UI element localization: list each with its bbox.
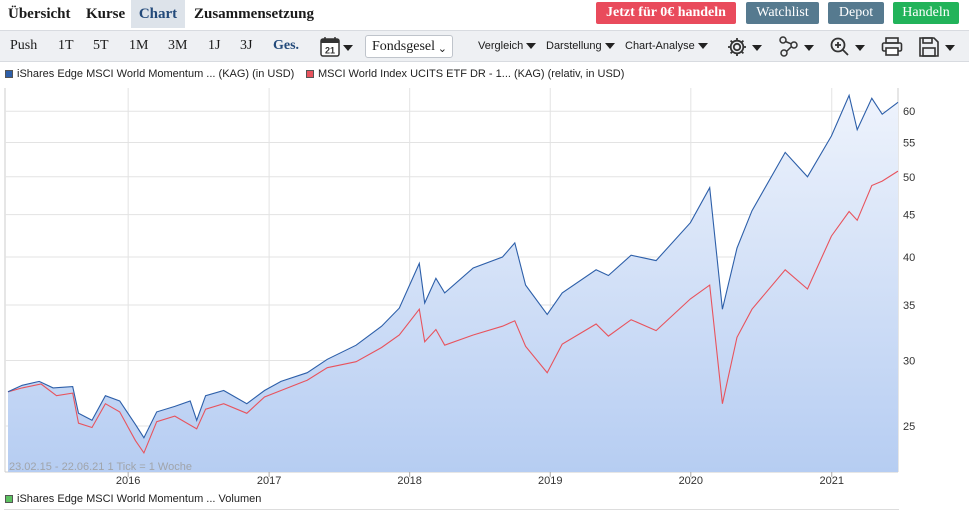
nodes-icon[interactable] — [778, 36, 816, 63]
fund-type-value: Fondsgesel — [372, 39, 435, 54]
y-tick-label: 60 — [903, 106, 915, 118]
trade-free-button[interactable]: Jetzt für 0€ handeln — [596, 2, 736, 24]
y-tick-label: 40 — [903, 252, 915, 264]
period-ges[interactable]: Ges. — [273, 38, 300, 53]
range-label: 23.02.15 - 22.06.21 1 Tick = 1 Woche — [9, 461, 192, 473]
volume-legend-label: iShares Edge MSCI World Momentum ... Vol… — [17, 493, 262, 505]
legend-swatch — [306, 70, 314, 79]
x-tick-label: 2019 — [538, 475, 562, 487]
series-2-line — [7, 170, 899, 455]
tab-zusammensetzung[interactable]: Zusammensetzung — [194, 6, 315, 22]
caret-down-icon — [604, 43, 615, 50]
watchlist-button[interactable]: Watchlist — [746, 2, 819, 24]
fund-type-select[interactable]: Fondsgesel ⌄ — [365, 35, 453, 58]
print-icon[interactable] — [881, 36, 905, 63]
menu-vergleich[interactable]: Vergleich — [478, 31, 537, 61]
period-5t[interactable]: 5T — [93, 38, 109, 53]
x-tick-label: 2020 — [679, 475, 703, 487]
period-3m[interactable]: 3M — [168, 38, 188, 53]
legend-swatch — [5, 495, 13, 504]
caret-down-icon — [526, 43, 537, 50]
menu-chart-analyse[interactable]: Chart-Analyse — [625, 31, 708, 61]
volume-legend: iShares Edge MSCI World Momentum ... Vol… — [5, 493, 261, 505]
legend-label: iShares Edge MSCI World Momentum ... (KA… — [17, 68, 295, 80]
period-1j[interactable]: 1J — [208, 38, 221, 53]
chart-toolbar: Push 1T 5T 1M 3M 1J 3J Ges. 21 Fondsgese… — [0, 30, 969, 62]
period-push[interactable]: Push — [10, 38, 38, 53]
period-1m[interactable]: 1M — [129, 38, 149, 53]
top-navigation: Übersicht Kurse Chart Zusammensetzung Je… — [0, 0, 969, 28]
calendar-day: 21 — [325, 46, 335, 56]
volume-panel-border — [4, 509, 899, 510]
series-1-area — [8, 95, 898, 473]
x-tick-label: 2018 — [397, 475, 421, 487]
price-chart[interactable]: 25 30 35 40 45 50 55 60 2016 2017 2018 2019 2020 202… — [0, 86, 969, 488]
y-tick-label: 45 — [903, 210, 915, 222]
depot-button[interactable]: Depot — [828, 2, 884, 24]
legend-swatch — [5, 70, 13, 79]
period-3j[interactable]: 3J — [240, 38, 253, 53]
zoom-icon[interactable] — [829, 36, 867, 63]
gear-icon[interactable] — [726, 36, 764, 63]
menu-darstellung[interactable]: Darstellung — [546, 31, 615, 61]
legend-series-1: iShares Edge MSCI World Momentum ... (KA… — [5, 68, 294, 80]
legend-label: MSCI World Index UCITS ETF DR - 1... (KA… — [318, 68, 625, 80]
tab-kurse[interactable]: Kurse — [86, 6, 126, 22]
y-tick-label: 25 — [903, 421, 915, 433]
series-1-line — [7, 93, 899, 439]
y-axis: 25 30 35 40 45 50 55 60 — [903, 106, 915, 433]
tab-chart[interactable]: Chart — [131, 0, 185, 28]
save-icon[interactable] — [918, 36, 958, 63]
period-1t[interactable]: 1T — [58, 38, 74, 53]
x-tick-label: 2021 — [820, 475, 844, 487]
x-tick-label: 2017 — [257, 475, 281, 487]
calendar-icon[interactable]: 21 — [320, 36, 354, 63]
y-tick-label: 55 — [903, 137, 915, 149]
caret-down-icon — [697, 43, 708, 50]
chevron-down-icon: ⌄ — [437, 42, 447, 55]
tab-uebersicht[interactable]: Übersicht — [8, 6, 71, 22]
handeln-button[interactable]: Handeln — [893, 2, 959, 24]
x-tick-label: 2016 — [116, 475, 140, 487]
y-tick-label: 50 — [903, 172, 915, 184]
x-axis: 2016 2017 2018 2019 2020 2021 — [116, 475, 844, 487]
legend-series-2: MSCI World Index UCITS ETF DR - 1... (KA… — [306, 68, 624, 80]
y-tick-label: 30 — [903, 355, 915, 367]
y-tick-label: 35 — [903, 300, 915, 312]
